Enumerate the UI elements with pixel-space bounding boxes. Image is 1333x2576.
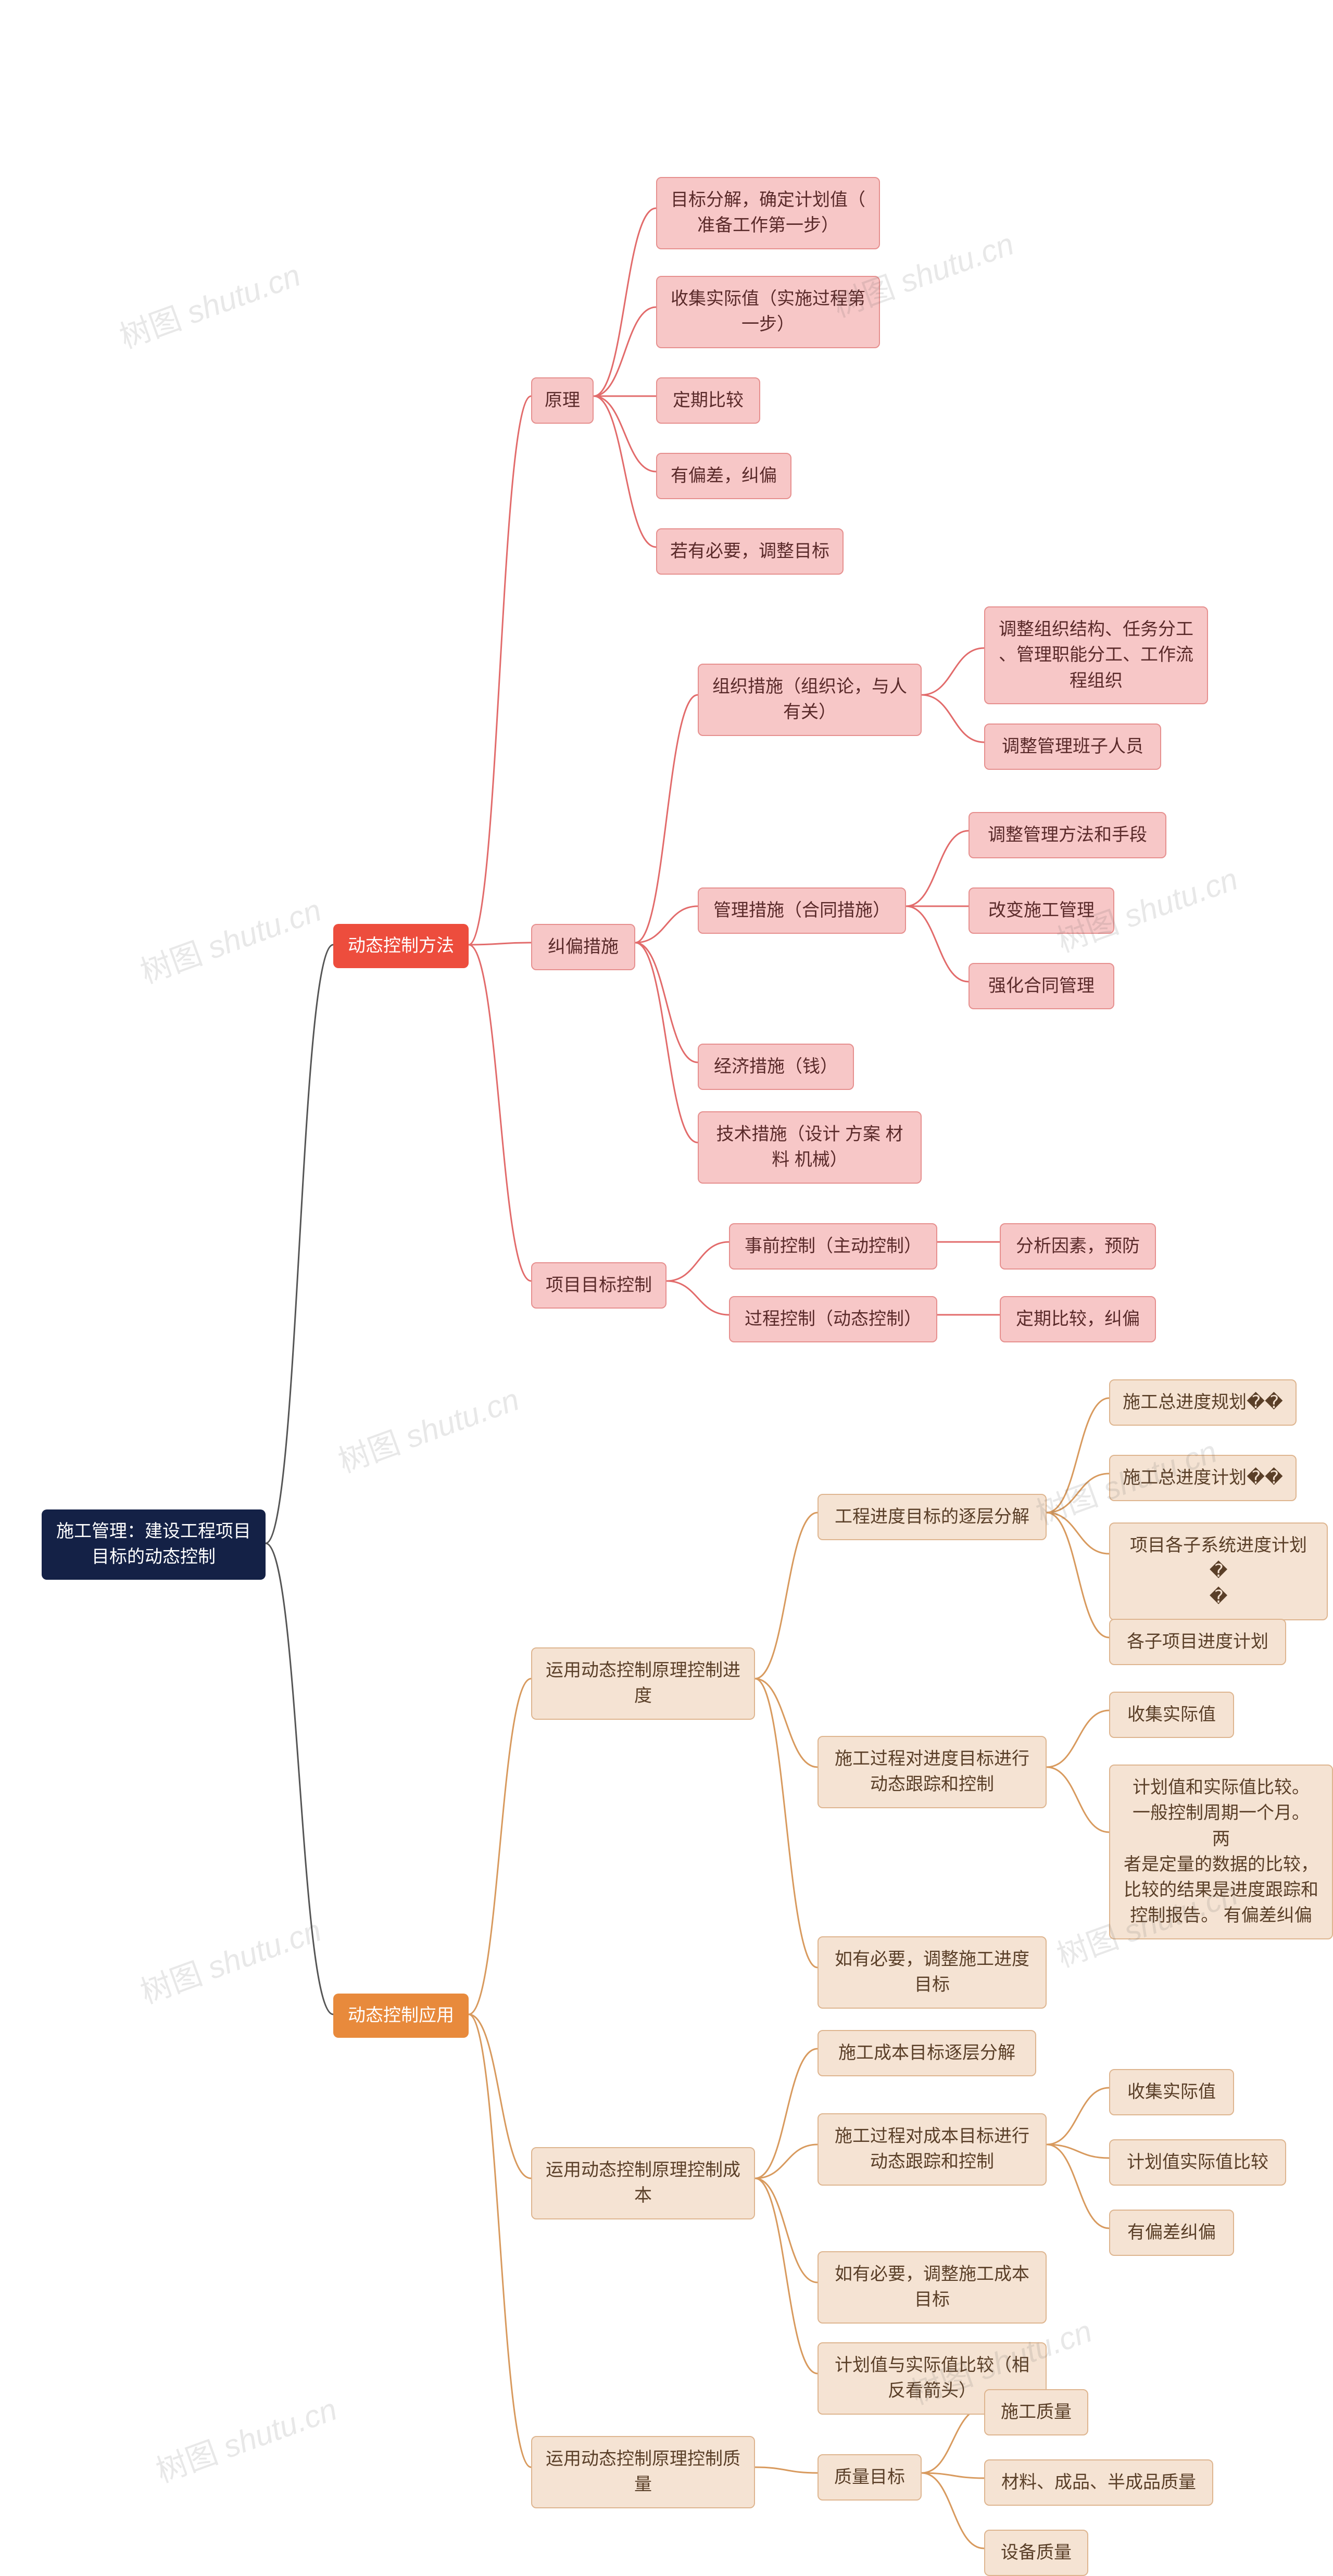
mindmap-node: 组织措施（组织论，与人 有关） xyxy=(698,664,922,736)
branch-node: 动态控制方法 xyxy=(333,924,469,968)
mindmap-node: 改变施工管理 xyxy=(969,887,1114,934)
mindmap-node: 有偏差纠偏 xyxy=(1109,2210,1234,2256)
mindmap-node: 若有必要，调整目标 xyxy=(656,528,844,575)
mindmap-node: 质量目标 xyxy=(818,2454,922,2501)
mindmap-node: 调整管理方法和手段 xyxy=(969,812,1166,858)
mindmap-node: 调整管理班子人员 xyxy=(984,724,1161,770)
mindmap-node: 定期比较 xyxy=(656,377,760,424)
mindmap-node: 目标分解，确定计划值（ 准备工作第一步） xyxy=(656,177,880,249)
mindmap-node: 项目各子系统进度计划� � xyxy=(1109,1522,1328,1620)
mindmap-node: 施工质量 xyxy=(984,2389,1088,2435)
mindmap-node: 运用动态控制原理控制成 本 xyxy=(531,2147,755,2219)
mindmap-node: 施工总进度计划�� xyxy=(1109,1455,1297,1501)
mindmap-node: 收集实际值 xyxy=(1109,1692,1234,1738)
mindmap-node: 收集实际值 xyxy=(1109,2069,1234,2115)
mindmap-node: 调整组织结构、任务分工 、管理职能分工、工作流 程组织 xyxy=(984,606,1208,704)
mindmap-node: 事前控制（主动控制） xyxy=(729,1223,937,1270)
mindmap-node: 设备质量 xyxy=(984,2530,1088,2576)
mindmap-node: 各子项目进度计划 xyxy=(1109,1619,1286,1665)
watermark: 树图 shutu.cn xyxy=(149,2384,342,2491)
watermark: 树图 shutu.cn xyxy=(133,1905,326,2012)
branch-node: 动态控制应用 xyxy=(333,1994,469,2038)
mindmap-node: 施工总进度规划�� xyxy=(1109,1379,1297,1426)
mindmap-node: 施工成本目标逐层分解 xyxy=(818,2030,1036,2076)
mindmap-node: 强化合同管理 xyxy=(969,963,1114,1009)
mindmap-node: 项目目标控制 xyxy=(531,1262,666,1309)
mindmap-node: 运用动态控制原理控制进 度 xyxy=(531,1647,755,1720)
mindmap-node: 定期比较，纠偏 xyxy=(1000,1296,1156,1342)
mindmap-node: 材料、成品、半成品质量 xyxy=(984,2459,1213,2506)
mindmap-node: 收集实际值（实施过程第 一步） xyxy=(656,276,880,348)
mindmap-node: 计划值和实际值比较。 一般控制周期一个月。 两 者是定量的数据的比较， 比较的结… xyxy=(1109,1765,1333,1939)
watermark: 树图 shutu.cn xyxy=(133,885,326,992)
mindmap-node: 如有必要，调整施工进度 目标 xyxy=(818,1936,1047,2009)
mindmap-node: 技术措施（设计 方案 材 料 机械） xyxy=(698,1111,922,1184)
mindmap-node: 计划值实际值比较 xyxy=(1109,2139,1286,2186)
mindmap-node: 运用动态控制原理控制质 量 xyxy=(531,2436,755,2508)
mindmap-node: 管理措施（合同措施） xyxy=(698,887,906,934)
mindmap-node: 施工过程对进度目标进行 动态跟踪和控制 xyxy=(818,1736,1047,1808)
mindmap-node: 分析因素，预防 xyxy=(1000,1223,1156,1270)
mindmap-node: 纠偏措施 xyxy=(531,924,635,970)
mindmap-node: 经济措施（钱） xyxy=(698,1044,854,1090)
watermark: 树图 shutu.cn xyxy=(112,250,306,357)
mindmap-node: 原理 xyxy=(531,377,594,424)
mindmap-node: 如有必要，调整施工成本 目标 xyxy=(818,2251,1047,2324)
mindmap-canvas: 施工管理：建设工程项目 目标的动态控制 动态控制方法 原理 目标分解，确定计划值（ 准… xyxy=(0,0,1333,2557)
watermark: 树图 shutu.cn xyxy=(331,1374,524,1481)
mindmap-node: 有偏差，纠偏 xyxy=(656,453,791,499)
root-node: 施工管理：建设工程项目 目标的动态控制 xyxy=(42,1509,266,1580)
mindmap-node: 工程进度目标的逐层分解 xyxy=(818,1494,1047,1540)
mindmap-node: 过程控制（动态控制） xyxy=(729,1296,937,1342)
mindmap-node: 施工过程对成本目标进行 动态跟踪和控制 xyxy=(818,2113,1047,2186)
